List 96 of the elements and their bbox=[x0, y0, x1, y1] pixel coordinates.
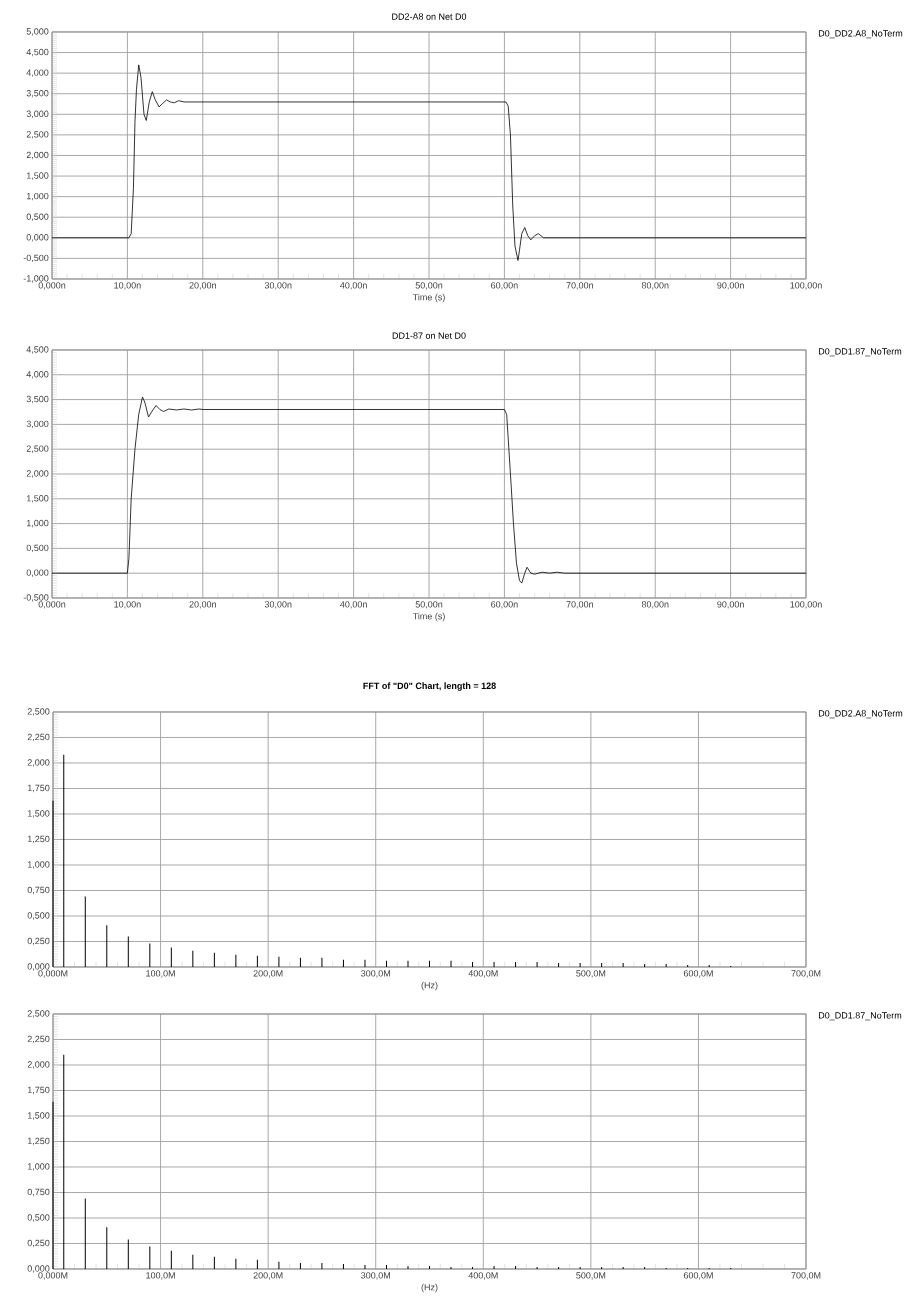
y-tick-label: 2,500 bbox=[27, 1010, 50, 1018]
y-tick-label: 2,500 bbox=[26, 445, 49, 453]
x-tick-label: 100,0M bbox=[146, 970, 175, 978]
y-tick-label: 4,500 bbox=[26, 48, 49, 57]
chart-title: DD1-87 on Net D0 bbox=[392, 332, 466, 339]
y-tick-label: 1,250 bbox=[27, 1137, 50, 1146]
x-axis-title: Time (s) bbox=[412, 612, 445, 622]
x-tick-label: 80,00n bbox=[641, 601, 669, 609]
y-tick-label: 1,250 bbox=[27, 835, 50, 844]
y-tick-label: 1,000 bbox=[26, 519, 49, 528]
text: D0_DD1.87_NoTerm bbox=[818, 348, 902, 357]
x-tick-label: 700,0M bbox=[791, 1272, 821, 1280]
x-tick-label: 30,00n bbox=[264, 601, 292, 609]
y-tick-label: 2,250 bbox=[27, 1035, 50, 1044]
y-tick-label: 0,750 bbox=[27, 1188, 50, 1197]
y-tick-label: 0,750 bbox=[27, 886, 50, 895]
text: D0_DD1.87_NoTerm bbox=[818, 1012, 902, 1021]
x-tick-label: 600,0M bbox=[683, 970, 713, 978]
y-tick-label: 3,500 bbox=[26, 90, 49, 98]
y-tick-label: 0,500 bbox=[26, 544, 49, 553]
chart-title: FFT of "D0" Chart, length = 128 bbox=[363, 682, 496, 691]
y-tick-label: 1,000 bbox=[27, 1163, 50, 1171]
y-tick-label: 2,000 bbox=[27, 759, 50, 767]
x-tick-label: 10,00n bbox=[114, 282, 141, 290]
y-tick-label: 2,500 bbox=[26, 131, 49, 139]
x-tick-label: 300,0M bbox=[361, 970, 390, 978]
x-tick-label: 700,0M bbox=[791, 970, 821, 978]
x-tick-label: 30,00n bbox=[264, 282, 292, 290]
x-tick-label: 70,00n bbox=[566, 601, 593, 609]
y-tick-label: 1,500 bbox=[26, 172, 49, 180]
x-axis-title: (Hz) bbox=[421, 1283, 438, 1293]
x-tick-label: 60,00n bbox=[491, 601, 518, 609]
line-series bbox=[51, 396, 807, 584]
x-tick-label: 40,00n bbox=[340, 282, 367, 290]
y-tick-label: 1,500 bbox=[27, 1112, 50, 1120]
y-tick-label: 1,500 bbox=[27, 810, 50, 818]
x-tick-label: 100,00n bbox=[790, 601, 822, 609]
x-tick-label: 300,0M bbox=[361, 1272, 390, 1280]
y-tick-label: 1,500 bbox=[26, 495, 49, 503]
x-tick-label: 200,0M bbox=[253, 1272, 283, 1280]
y-tick-label: 2,000 bbox=[27, 1061, 50, 1069]
text: D0_DD2.A8_NoTerm bbox=[818, 30, 903, 39]
text: D0_DD2.A8_NoTerm bbox=[818, 710, 903, 719]
y-tick-label: 1,000 bbox=[27, 861, 50, 869]
x-tick-label: 90,00n bbox=[717, 601, 744, 609]
y-tick-label: 0,000 bbox=[27, 1265, 50, 1273]
x-tick-label: 50,00n bbox=[415, 601, 443, 609]
x-axis-title: (Hz) bbox=[421, 981, 438, 991]
x-tick-label: 500,0M bbox=[576, 970, 606, 978]
y-tick-label: -0,500 bbox=[23, 254, 49, 263]
y-tick-label: 0,250 bbox=[27, 937, 50, 946]
y-tick-label: 4,000 bbox=[26, 69, 49, 77]
y-tick-label: 0,000 bbox=[27, 963, 50, 971]
chart-title: DD2-A8 on Net D0 bbox=[392, 13, 467, 20]
y-tick-label: 1,750 bbox=[27, 1086, 50, 1095]
y-tick-label: 2,000 bbox=[26, 151, 49, 160]
x-tick-label: 70,00n bbox=[566, 282, 593, 290]
y-tick-label: 0,000 bbox=[26, 569, 49, 577]
y-tick-label: 0,250 bbox=[27, 1239, 50, 1248]
x-tick-label: 20,00n bbox=[189, 282, 216, 290]
x-tick-label: 90,00n bbox=[717, 282, 744, 290]
x-tick-label: 0,000n bbox=[38, 282, 66, 290]
y-tick-label: 2,500 bbox=[27, 708, 50, 716]
y-tick-label: 0,000 bbox=[26, 234, 49, 242]
y-tick-label: 3,500 bbox=[26, 395, 49, 404]
y-tick-label: 0,500 bbox=[27, 1214, 50, 1222]
y-tick-label: 2,000 bbox=[26, 470, 49, 478]
x-tick-label: 600,0M bbox=[683, 1272, 713, 1280]
y-tick-label: 3,000 bbox=[26, 110, 49, 119]
x-tick-label: 80,00n bbox=[641, 282, 669, 290]
y-tick-label: 4,000 bbox=[26, 371, 49, 379]
x-tick-label: 50,00n bbox=[415, 282, 443, 290]
x-tick-label: 20,00n bbox=[189, 601, 216, 609]
x-tick-label: 40,00n bbox=[340, 601, 367, 609]
x-axis-title: Time (s) bbox=[412, 293, 445, 303]
y-tick-label: 1,750 bbox=[27, 784, 50, 793]
x-tick-label: 100,00n bbox=[790, 282, 822, 290]
x-tick-label: 60,00n bbox=[491, 282, 518, 290]
y-tick-label: 0,500 bbox=[26, 213, 49, 221]
y-tick-label: 4,500 bbox=[26, 346, 49, 354]
x-tick-label: 400,0M bbox=[468, 970, 498, 978]
x-tick-label: 0,000n bbox=[38, 601, 66, 609]
y-tick-label: 3,000 bbox=[26, 420, 49, 429]
x-tick-label: 0,000M bbox=[38, 1272, 68, 1280]
y-tick-label: 5,000 bbox=[26, 28, 49, 36]
y-tick-label: -1,000 bbox=[23, 275, 49, 283]
y-tick-label: -0,500 bbox=[23, 594, 49, 602]
y-tick-label: 0,500 bbox=[27, 912, 50, 920]
x-tick-label: 100,0M bbox=[146, 1272, 175, 1280]
x-tick-label: 400,0M bbox=[468, 1272, 498, 1280]
x-tick-label: 500,0M bbox=[576, 1272, 606, 1280]
y-tick-label: 1,000 bbox=[26, 192, 49, 201]
y-tick-label: 2,250 bbox=[27, 733, 50, 742]
x-tick-label: 10,00n bbox=[114, 601, 141, 609]
x-tick-label: 0,000M bbox=[38, 970, 68, 978]
x-tick-label: 200,0M bbox=[253, 970, 283, 978]
